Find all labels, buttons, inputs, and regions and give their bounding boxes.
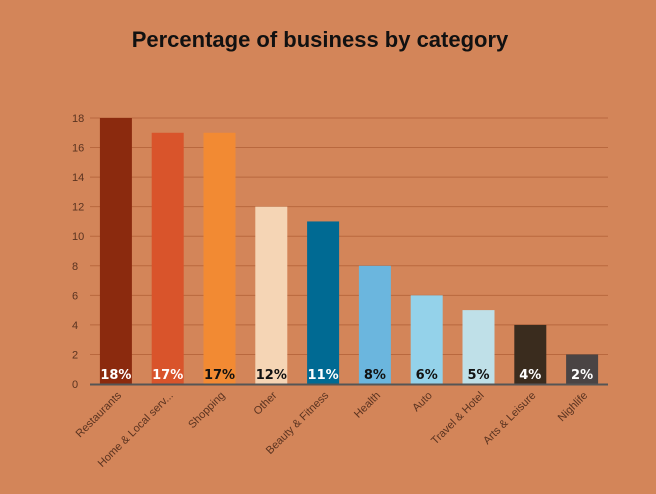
data-label: 17%: [152, 368, 183, 383]
bar: [358, 265, 391, 384]
y-tick-label: 18: [72, 113, 84, 125]
bar: [410, 295, 443, 384]
data-label: 5%: [467, 368, 489, 383]
data-label: 6%: [416, 368, 438, 383]
category-label: Arts & Leisure: [481, 390, 538, 447]
y-tick-label: 2: [72, 349, 78, 361]
y-tick-label: 16: [72, 143, 84, 155]
data-label: 12%: [256, 368, 287, 383]
category-label: Health: [352, 390, 383, 421]
y-tick-label: 14: [72, 172, 84, 184]
bar: [99, 118, 132, 384]
data-label: 17%: [204, 368, 235, 383]
bar: [203, 132, 236, 384]
bar: [514, 324, 547, 384]
data-label: 2%: [571, 368, 593, 383]
chart-title: Percentage of business by category: [131, 27, 509, 52]
data-label: 11%: [308, 368, 339, 383]
y-tick-label: 4: [72, 320, 78, 332]
bar: [462, 310, 495, 384]
category-label: Travel & Hotel: [429, 390, 486, 447]
category-label: Other: [251, 389, 279, 417]
data-label: 18%: [100, 368, 131, 383]
bar: [151, 132, 184, 384]
bar: [307, 221, 340, 384]
data-labels: 18% 17% 17% 12% 11% 8% 6% 5% 4% 2%: [100, 368, 593, 383]
y-axis-ticks: 0 2 4 6 8 10 12 14 16 18: [72, 113, 84, 391]
data-label: 8%: [364, 368, 386, 383]
category-label: Shopping: [186, 390, 227, 431]
y-tick-label: 0: [72, 379, 78, 391]
y-tick-label: 6: [72, 290, 78, 302]
bar: [255, 206, 288, 384]
category-label: Nighlife: [556, 390, 590, 424]
y-tick-label: 8: [72, 261, 78, 273]
bars: [99, 118, 599, 384]
y-tick-label: 10: [72, 231, 84, 243]
category-label: Restaurants: [74, 389, 125, 440]
data-label: 4%: [519, 368, 541, 383]
category-label: Auto: [410, 390, 434, 414]
bar: [566, 354, 599, 384]
y-tick-label: 12: [72, 202, 84, 214]
